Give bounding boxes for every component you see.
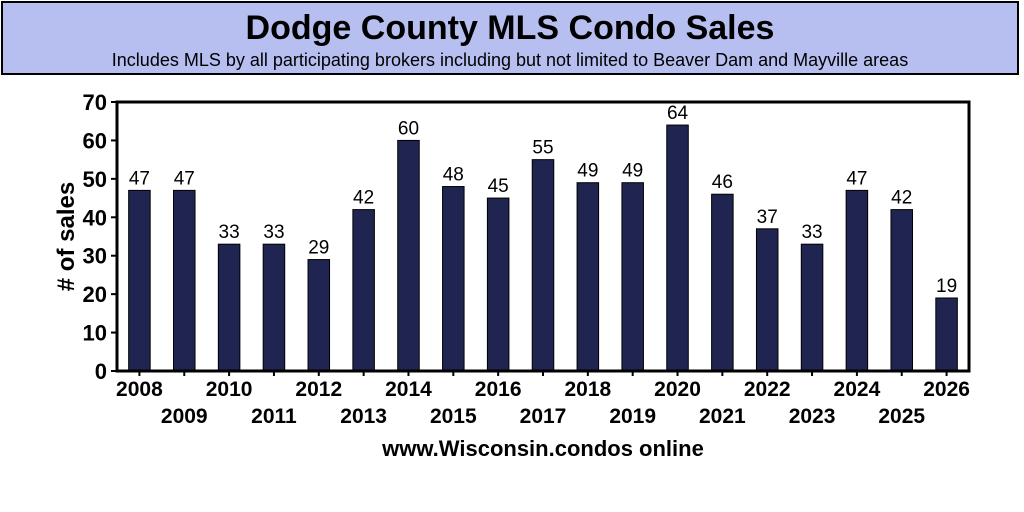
data-label-2015: 48 bbox=[443, 165, 464, 186]
bar-2013 bbox=[352, 209, 375, 372]
x-tick-label-2010: 2010 bbox=[206, 378, 253, 401]
x-tick-label-2020: 2020 bbox=[654, 378, 701, 401]
x-tick-label-2012: 2012 bbox=[295, 378, 342, 401]
plot-frame bbox=[115, 100, 971, 373]
data-label-2009: 47 bbox=[174, 168, 195, 189]
x-tick-label-2011: 2011 bbox=[251, 405, 297, 428]
bar-2022 bbox=[755, 228, 779, 372]
bar-2012 bbox=[307, 259, 331, 372]
x-tick-label-2023: 2023 bbox=[789, 405, 836, 428]
data-label-2014: 60 bbox=[398, 118, 419, 139]
x-tick-label-2016: 2016 bbox=[475, 378, 522, 401]
y-tick-label: 40 bbox=[83, 205, 107, 230]
y-tick-label: 50 bbox=[83, 167, 107, 192]
x-axis-label: www.Wisconsin.condos online bbox=[381, 436, 704, 461]
bar-2014 bbox=[397, 139, 420, 372]
data-label-2010: 33 bbox=[219, 222, 240, 243]
data-label-2011: 33 bbox=[263, 222, 284, 243]
data-label-2019: 49 bbox=[622, 161, 643, 182]
x-tick-label-2014: 2014 bbox=[385, 378, 432, 401]
x-tick-label-2009: 2009 bbox=[161, 405, 208, 428]
data-label-2022: 37 bbox=[757, 207, 778, 228]
y-axis: 0 10 20 30 40 50 60 70 bbox=[83, 90, 117, 384]
x-axis: 2008 2009 2010 2011 2012 2013 2014 2015 2016 2017… bbox=[116, 371, 970, 428]
data-label-2020: 64 bbox=[667, 103, 689, 124]
x-tick-label-2017: 2017 bbox=[520, 405, 567, 428]
x-tick-label-2022: 2022 bbox=[744, 378, 791, 401]
bar-2016 bbox=[486, 197, 510, 372]
data-label-2013: 42 bbox=[353, 188, 374, 209]
x-tick-label-2026: 2026 bbox=[923, 378, 970, 401]
y-tick-label: 0 bbox=[95, 359, 107, 384]
data-label-2026: 19 bbox=[936, 276, 957, 297]
bar-2009 bbox=[173, 189, 196, 372]
x-tick-label-2013: 2013 bbox=[340, 405, 387, 428]
bar-2020 bbox=[666, 124, 689, 372]
bar-2021 bbox=[711, 193, 734, 372]
data-label-2023: 33 bbox=[801, 222, 822, 243]
data-label-2024: 47 bbox=[846, 168, 867, 189]
bar-2008 bbox=[128, 189, 151, 372]
data-label-2016: 45 bbox=[488, 176, 509, 197]
bar-2011 bbox=[262, 243, 286, 372]
bar-2019 bbox=[621, 182, 644, 372]
bars-group: 47 47 33 33 29 42 60 48 45 55 49 49 64 46 37 33 47 42 19 bbox=[128, 103, 958, 372]
chart-subtitle: Includes MLS by all participating broker… bbox=[111, 50, 909, 70]
chart-header: Dodge County MLS Condo Sales Includes ML… bbox=[1, 1, 1019, 75]
bar-2023 bbox=[800, 243, 824, 372]
bar-2017 bbox=[531, 159, 555, 372]
x-tick-label-2008: 2008 bbox=[116, 378, 163, 401]
data-label-2021: 46 bbox=[712, 172, 733, 193]
x-tick-label-2018: 2018 bbox=[564, 378, 611, 401]
y-axis-label: # of sales bbox=[53, 182, 80, 291]
y-tick-label: 10 bbox=[83, 321, 107, 346]
y-tick-label: 20 bbox=[83, 282, 107, 307]
bar-2026 bbox=[935, 297, 958, 372]
x-tick-label-2021: 2021 bbox=[699, 405, 746, 428]
bar-2024 bbox=[845, 189, 869, 372]
bar-2018 bbox=[576, 182, 600, 372]
data-label-2008: 47 bbox=[129, 168, 150, 189]
y-tick-label: 60 bbox=[83, 128, 107, 153]
data-label-2012: 29 bbox=[308, 238, 329, 259]
y-tick-label: 70 bbox=[83, 90, 107, 115]
data-label-2017: 55 bbox=[532, 138, 553, 159]
x-tick-label-2019: 2019 bbox=[609, 405, 656, 428]
x-tick-label-2025: 2025 bbox=[878, 405, 925, 428]
data-label-2025: 42 bbox=[891, 188, 912, 209]
bar-2025 bbox=[890, 209, 913, 372]
x-tick-label-2015: 2015 bbox=[430, 405, 477, 428]
bar-2015 bbox=[442, 186, 465, 372]
chart-title: Dodge County MLS Condo Sales bbox=[245, 9, 775, 47]
y-tick-label: 30 bbox=[83, 244, 107, 269]
bar-2010 bbox=[217, 243, 241, 372]
x-tick-label-2024: 2024 bbox=[834, 378, 881, 401]
data-label-2018: 49 bbox=[577, 161, 598, 182]
